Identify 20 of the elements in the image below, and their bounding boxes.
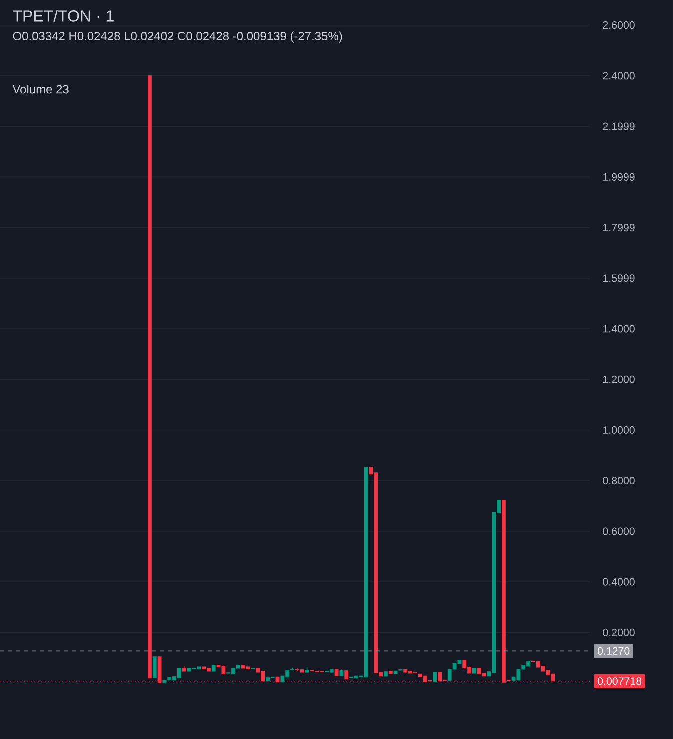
- y-tick-label: 1.4000: [604, 325, 635, 333]
- candlestick: [152, 656, 157, 678]
- y-tick-label: 2.6000: [603, 22, 635, 30]
- y-tick-label: 2.4000: [603, 72, 635, 80]
- y-tick-label: 0.6000: [603, 528, 635, 536]
- y-tick-label: 1.7999: [604, 224, 635, 232]
- y-tick-label: 2.1999: [603, 122, 635, 130]
- annotation: Volume 23: [12, 84, 69, 94]
- text: O0.03342 H0.02428 L0.02402 C0.02428 -0.009139 (-27.35%): [13, 32, 342, 43]
- chart-title: TPET/TON · 1: [13, 10, 114, 22]
- ref-line-label: 0.007718: [598, 678, 642, 686]
- y-tick-label: 0.8000: [603, 477, 635, 485]
- y-tick-label: 1.9999: [604, 173, 635, 181]
- candlestick: [433, 672, 438, 682]
- ref-line-label: 0.1270: [598, 647, 630, 655]
- y-tick-label: 1.5999: [604, 274, 635, 282]
- y-tick-label: 0.4000: [603, 578, 635, 586]
- y-tick-label: 0.2000: [603, 628, 635, 636]
- y-tick-label: 1.0000: [604, 426, 635, 434]
- y-tick-label: 1.2000: [604, 376, 635, 384]
